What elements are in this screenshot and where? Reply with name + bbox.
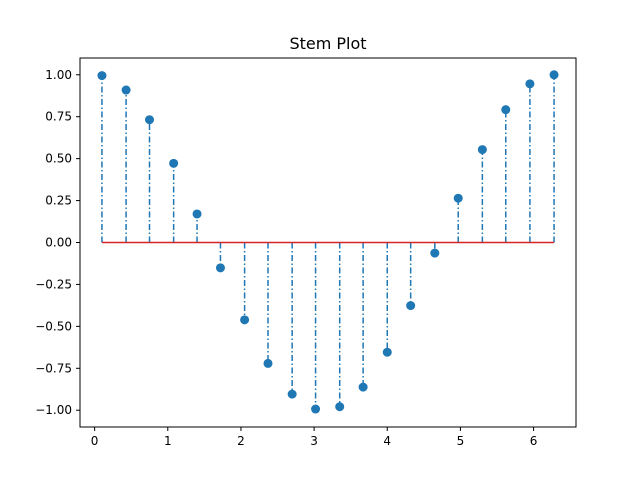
stem-marker bbox=[549, 70, 559, 80]
stem-marker bbox=[287, 389, 297, 399]
stem-marker bbox=[97, 71, 107, 81]
stem-marker bbox=[406, 301, 416, 311]
y-tick-label: −0.25 bbox=[35, 277, 72, 291]
x-tick-label: 4 bbox=[383, 434, 391, 448]
stem-marker bbox=[215, 263, 225, 273]
axes: 0 1 2 3 4 5 6 1.00 0.75 0.50 0.25 0.00 −0.25 −0.50 −0.… bbox=[35, 68, 537, 448]
stem-marker bbox=[430, 248, 440, 258]
stem-marker bbox=[477, 145, 487, 155]
y-tick-label: 0.50 bbox=[45, 152, 72, 166]
stem-marker bbox=[240, 315, 250, 325]
y-tick-label: −0.75 bbox=[35, 361, 72, 375]
stem-marker bbox=[169, 158, 179, 168]
stem-marker bbox=[453, 193, 463, 203]
x-tick-label: 6 bbox=[530, 434, 538, 448]
y-tick-label: −0.50 bbox=[35, 319, 72, 333]
y-tick-label: 1.00 bbox=[45, 68, 72, 82]
x-tick-label: 2 bbox=[237, 434, 245, 448]
stem-marker bbox=[121, 85, 131, 95]
x-tick-label: 5 bbox=[457, 434, 465, 448]
x-tick-label: 1 bbox=[164, 434, 172, 448]
stem-marker bbox=[382, 347, 392, 357]
y-tick-label: 0.25 bbox=[45, 194, 72, 208]
stem-marker bbox=[335, 402, 345, 412]
stem-marker bbox=[311, 404, 321, 414]
stem-marker bbox=[192, 209, 202, 219]
y-tick-label: 0.00 bbox=[45, 236, 72, 250]
stem-marker bbox=[263, 358, 273, 368]
plot-area bbox=[97, 70, 559, 414]
stem-marker bbox=[525, 79, 535, 89]
x-tick-label: 0 bbox=[91, 434, 99, 448]
y-tick-label: 0.75 bbox=[45, 110, 72, 124]
stem-marker bbox=[501, 105, 511, 115]
stem-marker bbox=[144, 115, 154, 125]
x-tick-label: 3 bbox=[310, 434, 318, 448]
stem-marker bbox=[358, 382, 368, 392]
y-tick-label: −1.00 bbox=[35, 403, 72, 417]
chart-title: Stem Plot bbox=[289, 34, 366, 53]
